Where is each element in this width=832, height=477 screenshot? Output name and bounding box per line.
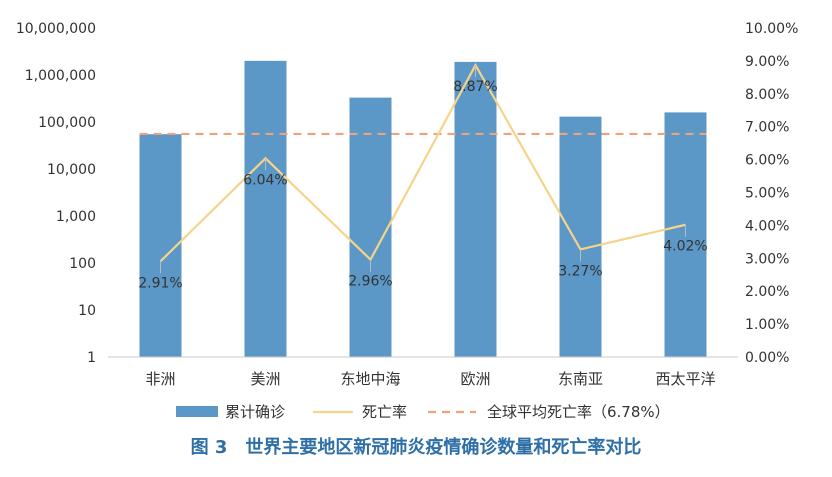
right-axis: 0.00% 1.00% 2.00% 3.00% 4.00% 5.00% 6.00% 7.00%… bbox=[745, 21, 798, 366]
left-tick-label: 10,000,000 bbox=[16, 21, 96, 37]
category-label: 东南亚 bbox=[558, 370, 603, 388]
death-rate-line bbox=[159, 62, 686, 263]
right-tick-label: 9.00% bbox=[745, 54, 789, 70]
left-tick-label: 100,000 bbox=[38, 115, 96, 131]
category-label: 非洲 bbox=[145, 370, 175, 388]
rate-data-label: 8.87% bbox=[453, 79, 497, 95]
category-label: 美洲 bbox=[250, 370, 280, 388]
bar-series bbox=[108, 60, 738, 358]
left-tick-label: 100 bbox=[69, 256, 96, 272]
left-tick-label: 1 bbox=[87, 350, 96, 366]
rate-data-label: 4.02% bbox=[663, 239, 707, 255]
right-tick-label: 4.00% bbox=[745, 218, 789, 234]
bar bbox=[244, 60, 287, 357]
right-tick-label: 3.00% bbox=[745, 251, 789, 267]
left-axis: 1 10 100 1,000 10,000 100,000 1,000,000 10,000,… bbox=[16, 21, 96, 366]
chart-caption: 图 3 世界主要地区新冠肺炎疫情确诊数量和死亡率对比 bbox=[190, 437, 642, 458]
rate-line-path bbox=[159, 62, 686, 263]
legend-swatch-bar bbox=[176, 406, 218, 417]
left-tick-label: 10 bbox=[78, 303, 96, 319]
category-label: 欧洲 bbox=[460, 370, 490, 388]
legend-label-average: 全球平均死亡率（6.78%） bbox=[487, 403, 670, 421]
right-tick-label: 5.00% bbox=[745, 186, 789, 202]
right-tick-label: 1.00% bbox=[745, 317, 789, 333]
legend-label-rate: 死亡率 bbox=[362, 403, 407, 421]
chart: 1 10 100 1,000 10,000 100,000 1,000,000 10,000,… bbox=[16, 21, 799, 421]
bar bbox=[559, 116, 602, 358]
data-labels: 2.91% 6.04% 2.96% 8.87% 3.27% 4.02% bbox=[138, 65, 708, 291]
category-label: 西太平洋 bbox=[655, 370, 715, 388]
right-tick-label: 8.00% bbox=[745, 87, 789, 103]
category-axis: 非洲 美洲 东地中海 欧洲 东南亚 西太平洋 bbox=[145, 370, 715, 388]
right-tick-label: 10.00% bbox=[745, 21, 798, 37]
bar bbox=[349, 97, 392, 357]
rate-data-label: 2.96% bbox=[348, 274, 392, 290]
rate-data-label: 6.04% bbox=[243, 172, 287, 188]
left-tick-label: 1,000,000 bbox=[25, 68, 96, 84]
right-tick-label: 6.00% bbox=[745, 153, 789, 169]
rate-data-label: 3.27% bbox=[558, 263, 602, 279]
left-tick-label: 1,000 bbox=[56, 209, 96, 225]
bar bbox=[139, 134, 182, 357]
right-tick-label: 2.00% bbox=[745, 284, 789, 300]
bar bbox=[454, 61, 497, 357]
legend: 累计确诊 死亡率 全球平均死亡率（6.78%） bbox=[176, 403, 670, 421]
category-label: 东地中海 bbox=[340, 370, 400, 388]
left-tick-label: 10,000 bbox=[47, 162, 96, 178]
right-tick-label: 7.00% bbox=[745, 120, 789, 136]
rate-data-label: 2.91% bbox=[138, 275, 182, 291]
right-tick-label: 0.00% bbox=[745, 350, 789, 366]
legend-label-cases: 累计确诊 bbox=[225, 403, 285, 421]
